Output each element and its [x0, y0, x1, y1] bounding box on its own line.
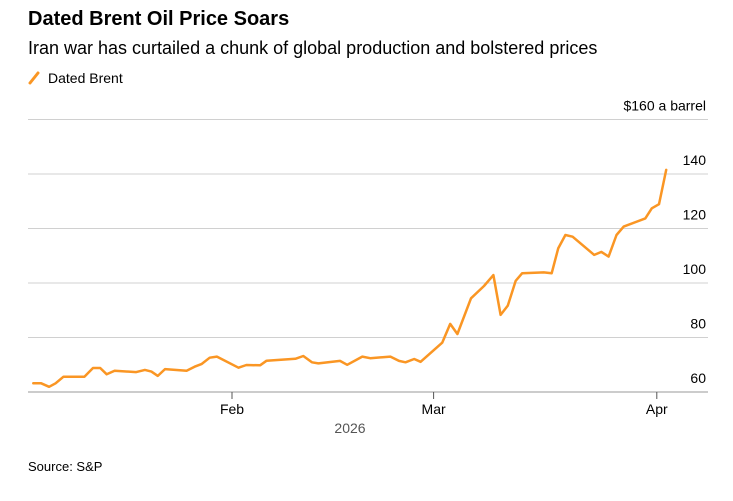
legend-line-icon: [28, 71, 40, 85]
y-tick-label: 80: [690, 316, 706, 332]
series-line-dated-brent: [32, 168, 668, 389]
chart-subtitle: Iran war has curtailed a chunk of global…: [28, 38, 598, 58]
y-tick-label: 60: [690, 370, 706, 386]
legend-label: Dated Brent: [48, 70, 123, 86]
y-tick-label: $160 a barrel: [623, 98, 706, 114]
x-tick-label: Feb: [220, 401, 244, 417]
y-tick-label: 100: [683, 261, 707, 277]
y-tick-label: 140: [683, 152, 707, 168]
chart-title: Dated Brent Oil Price Soars: [28, 8, 290, 30]
x-tick-label: Mar: [422, 401, 446, 417]
source-note: Source: S&P: [28, 459, 103, 474]
y-tick-label: 120: [683, 207, 707, 223]
legend: Dated Brent: [28, 70, 123, 86]
x-axis-label: 2026: [334, 420, 365, 436]
x-tick-label: Apr: [646, 401, 668, 417]
